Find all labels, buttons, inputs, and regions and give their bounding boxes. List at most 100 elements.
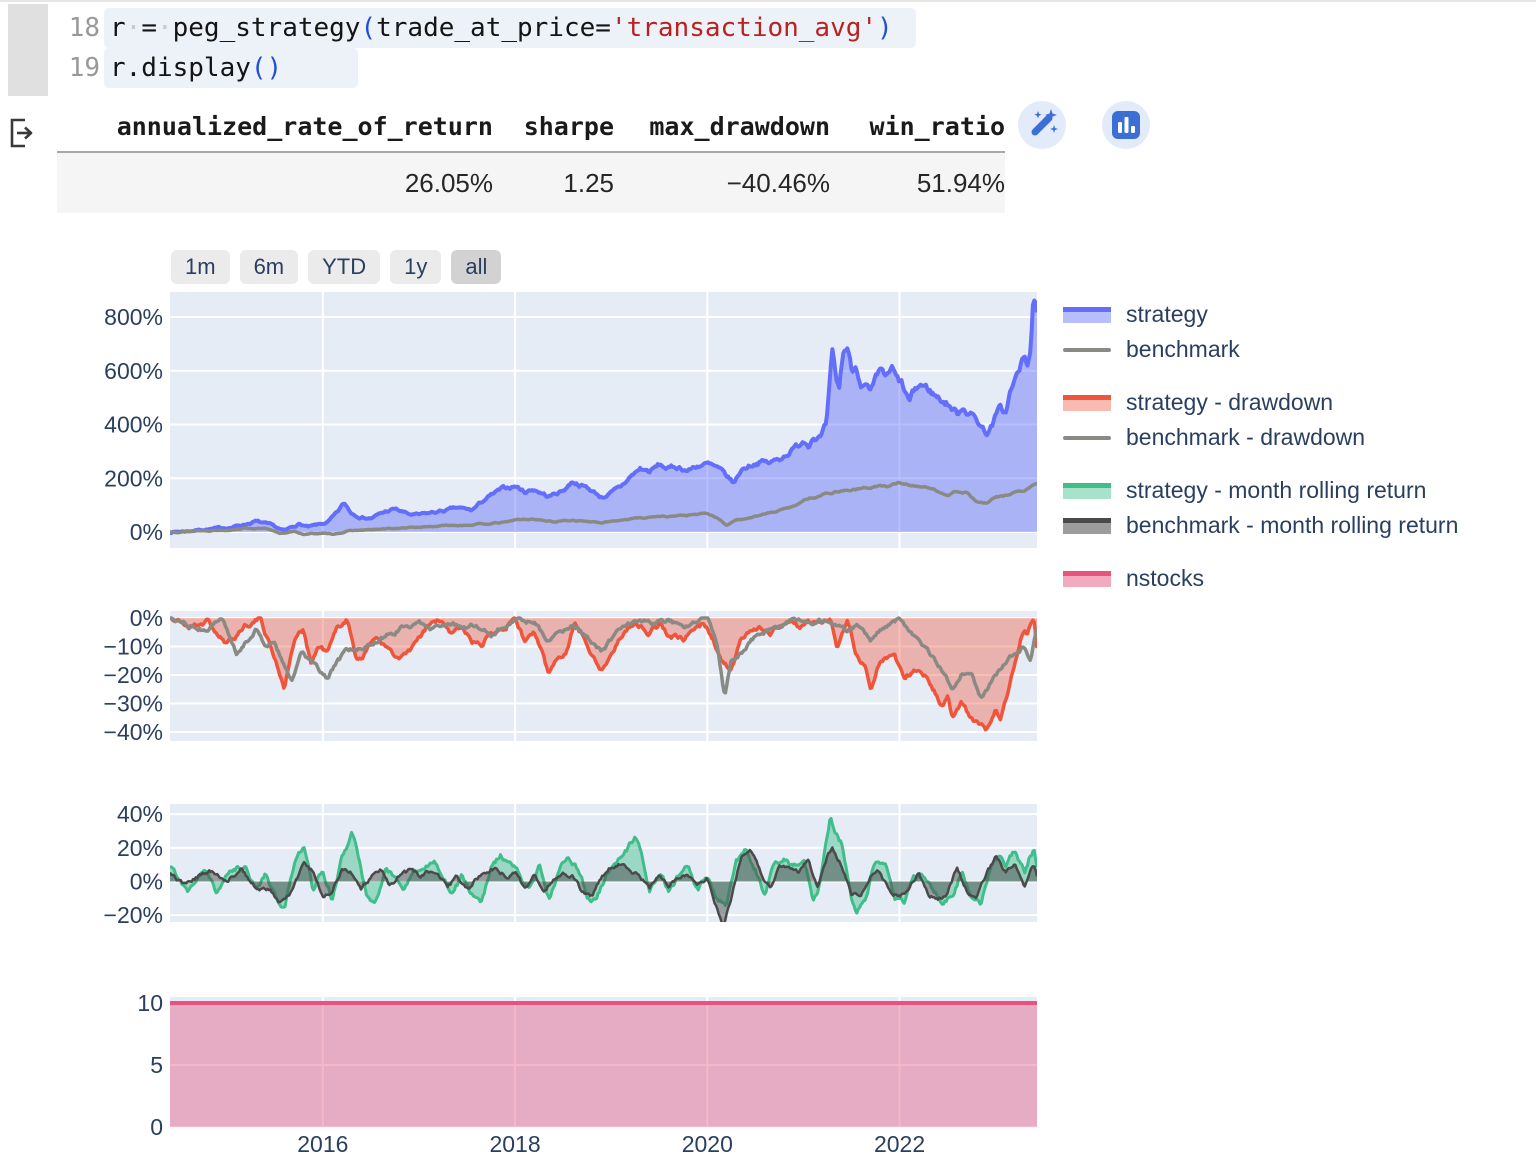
y-tick-label: −30% — [104, 691, 163, 717]
y-tick-label: 400% — [104, 412, 163, 438]
code-token: ( — [360, 13, 377, 43]
legend-group: nstocks — [1063, 561, 1458, 596]
legend-swatch — [1063, 570, 1111, 587]
code-line: r.display() — [110, 48, 282, 88]
stat-value-sharpe: 1.25 — [563, 168, 614, 198]
legend-group: strategy - month rolling return benchmark… — [1063, 473, 1458, 543]
legend-label: nstocks — [1126, 565, 1204, 591]
legend-label: strategy - drawdown — [1126, 389, 1334, 415]
stats-table-header-row: annualized_rate_of_return sharpe max_dra… — [57, 103, 1005, 151]
bar-chart-icon — [1112, 111, 1140, 139]
range-button-1y[interactable]: 1y — [390, 250, 442, 284]
code-token: = — [141, 13, 157, 43]
y-tick-label: −20% — [104, 662, 163, 688]
cell-divider — [0, 0, 1536, 2]
range-button-6m[interactable]: 6m — [239, 250, 299, 284]
stats-table-value-row: 26.05% 1.25 −40.46% 51.94% — [57, 153, 1005, 213]
y-tick-label: −10% — [104, 634, 163, 660]
code-token: () — [250, 53, 283, 83]
x-tick-label: 2022 — [874, 1131, 925, 1157]
y-tick-label: 40% — [117, 801, 163, 827]
code-token: · — [125, 13, 142, 43]
legend-item-benchmark-drawdown[interactable]: benchmark - drawdown — [1063, 420, 1458, 455]
x-tick-label: 2020 — [682, 1131, 733, 1157]
stats-table: annualized_rate_of_return sharpe max_dra… — [57, 103, 1005, 213]
y-tick-label: 0 — [150, 1114, 163, 1140]
legend-label: benchmark - drawdown — [1126, 424, 1366, 450]
chart-drawdown-plot[interactable] — [170, 611, 1037, 741]
stat-value-max-drawdown: −40.46% — [726, 168, 830, 198]
code-token: 'transaction_avg' — [610, 13, 878, 43]
code-token: · — [156, 13, 173, 43]
x-tick-label: 2016 — [297, 1131, 348, 1157]
y-tick-label: −20% — [104, 902, 163, 928]
stat-header-max-drawdown: max_drawdown — [649, 112, 830, 141]
magic-wand-icon — [1031, 109, 1058, 136]
stat-header-annualized-rate-of-return: annualized_rate_of_return — [116, 112, 493, 141]
x-tick-label: 2018 — [489, 1131, 540, 1157]
legend-item-benchmark-month-rolling-return[interactable]: benchmark - month rolling return — [1063, 508, 1458, 543]
legend-group: strategy benchmark — [1063, 297, 1458, 367]
range-button-all[interactable]: all — [451, 250, 502, 284]
chart-cumulative-return-plot[interactable] — [170, 292, 1037, 548]
legend-item-benchmark[interactable]: benchmark — [1063, 332, 1458, 367]
code-selection-highlight — [104, 8, 916, 48]
stat-header-sharpe: sharpe — [523, 112, 614, 141]
y-tick-label: 800% — [104, 304, 163, 330]
legend-label: strategy - month rolling return — [1126, 477, 1427, 503]
chart-settings-button[interactable] — [1102, 101, 1150, 149]
legend-item-strategy[interactable]: strategy — [1063, 297, 1458, 332]
legend-swatch-line — [1063, 517, 1111, 523]
line-number: 19 — [68, 53, 100, 83]
y-tick-label: −40% — [104, 719, 163, 745]
legend-swatch-line — [1063, 394, 1111, 400]
legend-label: strategy — [1126, 301, 1208, 327]
chart-nstocks-plot[interactable] — [170, 997, 1037, 1128]
legend-swatch — [1063, 306, 1111, 323]
legend-swatch — [1063, 394, 1111, 411]
y-tick-label: 200% — [104, 465, 163, 491]
range-button-ytd[interactable]: YTD — [308, 250, 381, 284]
legend-item-nstocks[interactable]: nstocks — [1063, 561, 1458, 596]
stat-value-win-ratio: 51.94% — [916, 168, 1005, 198]
code-selection-highlight — [104, 48, 358, 88]
code-token: r — [110, 13, 126, 43]
y-tick-label: 0% — [130, 605, 163, 631]
legend-swatch — [1063, 517, 1111, 534]
code-editor[interactable]: 18 r·=·peg_strategy(trade_at_price='trans… — [56, 4, 1156, 96]
code-token: ) — [877, 13, 893, 43]
table-header-divider — [57, 151, 1005, 153]
range-selector: 1m 6m YTD 1y all — [171, 250, 502, 284]
magic-wand-button[interactable] — [1018, 101, 1066, 149]
y-tick-label: 0% — [130, 869, 163, 895]
code-line: r·=·peg_strategy(trade_at_price='transac… — [110, 8, 893, 48]
stat-value-annualized-rate-of-return: 26.05% — [404, 168, 493, 198]
y-tick-label: 0% — [130, 519, 163, 545]
legend-swatch-line — [1063, 570, 1111, 576]
chart-month-rolling-return-plot[interactable] — [170, 804, 1037, 922]
legend-swatch-line — [1063, 482, 1111, 488]
code-token: r.display — [110, 53, 251, 83]
y-tick-label: 5 — [150, 1052, 163, 1078]
code-token: peg_strategy — [172, 13, 361, 43]
y-tick-label: 20% — [117, 835, 163, 861]
line-number: 18 — [68, 13, 100, 43]
code-token: trade_at_price= — [376, 13, 611, 43]
legend-item-strategy-drawdown[interactable]: strategy - drawdown — [1063, 385, 1458, 420]
cell-collapse-bar[interactable] — [8, 4, 48, 96]
output-indicator-icon[interactable] — [4, 113, 40, 153]
stat-header-win-ratio: win_ratio — [869, 112, 1005, 141]
legend-swatch — [1063, 482, 1111, 499]
legend-swatch — [1063, 347, 1111, 352]
legend-swatch — [1063, 435, 1111, 440]
legend-label: benchmark - month rolling return — [1126, 512, 1459, 538]
y-tick-label: 600% — [104, 358, 163, 384]
y-tick-label: 10 — [137, 990, 163, 1016]
legend-item-strategy-month-rolling-return[interactable]: strategy - month rolling return — [1063, 473, 1458, 508]
range-button-1m[interactable]: 1m — [171, 250, 230, 284]
legend-label: benchmark — [1126, 336, 1240, 362]
legend-swatch-line — [1063, 306, 1111, 312]
legend-group: strategy - drawdown benchmark - drawdown — [1063, 385, 1458, 455]
chart-legend: strategy benchmark strategy - drawdown benc… — [1063, 297, 1458, 614]
